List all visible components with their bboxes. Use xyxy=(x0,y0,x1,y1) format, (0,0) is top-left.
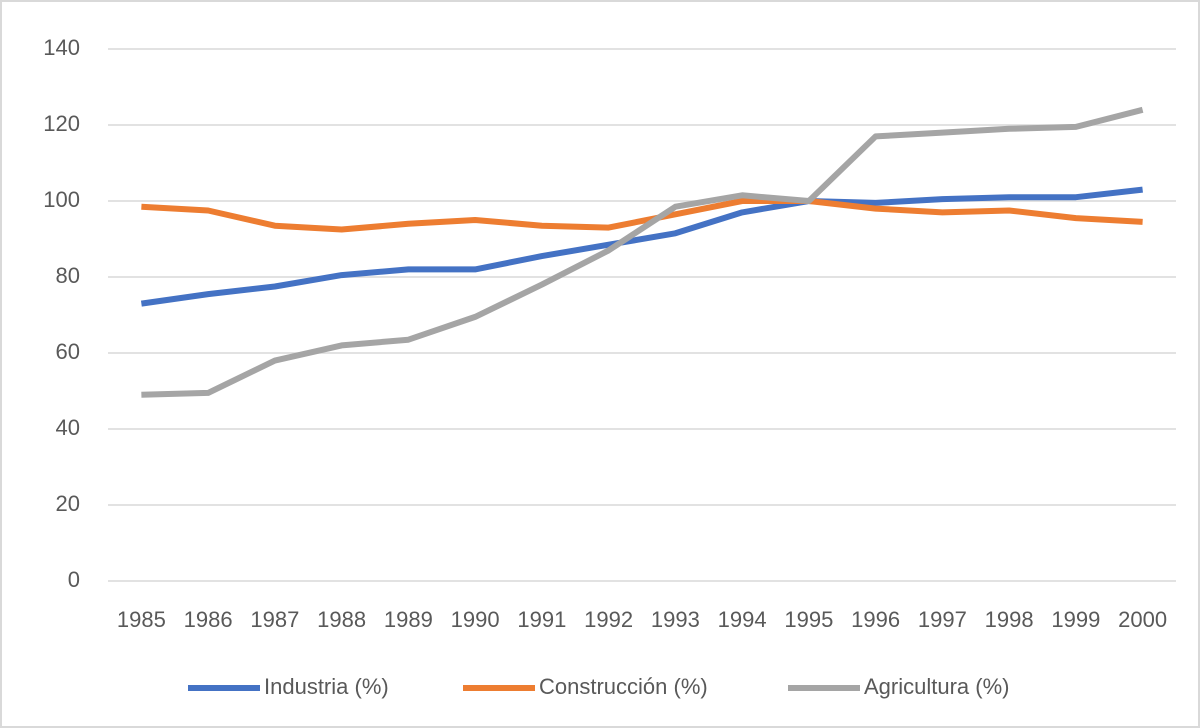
x-tick-label: 1997 xyxy=(918,607,967,632)
line-series xyxy=(141,198,1143,233)
x-tick-label: 2000 xyxy=(1118,607,1167,632)
x-tick-label: 1992 xyxy=(584,607,633,632)
y-tick-label: 40 xyxy=(56,415,80,440)
y-tick-label: 80 xyxy=(56,263,80,288)
x-tick-label: 1995 xyxy=(784,607,833,632)
x-tick-label: 1985 xyxy=(117,607,166,632)
legend-label: Agricultura (%) xyxy=(864,674,1009,699)
y-tick-label: 60 xyxy=(56,339,80,364)
y-tick-label: 20 xyxy=(56,491,80,516)
legend-label: Construcción (%) xyxy=(539,674,708,699)
x-tick-label: 1989 xyxy=(384,607,433,632)
x-tick-label: 1998 xyxy=(985,607,1034,632)
x-tick-label: 1987 xyxy=(250,607,299,632)
legend-label: Industria (%) xyxy=(264,674,389,699)
x-tick-label: 1991 xyxy=(517,607,566,632)
x-tick-label: 1988 xyxy=(317,607,366,632)
y-tick-label: 120 xyxy=(43,111,80,136)
x-tick-label: 1996 xyxy=(851,607,900,632)
x-tick-label: 1993 xyxy=(651,607,700,632)
x-tick-label: 1990 xyxy=(451,607,500,632)
y-tick-label: 140 xyxy=(43,35,80,60)
line-series xyxy=(140,186,1143,307)
y-tick-label: 100 xyxy=(43,187,80,212)
line-series xyxy=(141,106,1144,398)
x-tick-label: 1986 xyxy=(184,607,233,632)
x-tick-label: 1999 xyxy=(1051,607,1100,632)
y-tick-label: 0 xyxy=(68,567,80,592)
x-tick-label: 1994 xyxy=(718,607,767,632)
